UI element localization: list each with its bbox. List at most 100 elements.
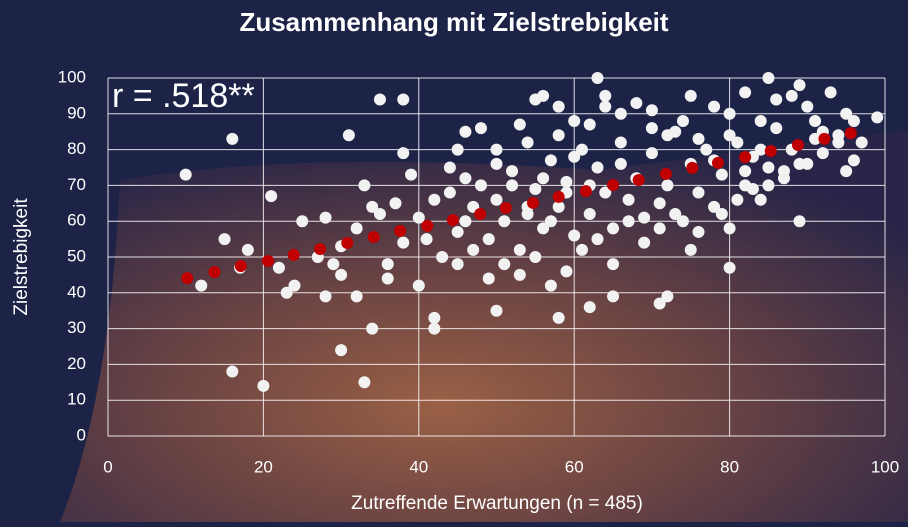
data-point [341, 237, 354, 250]
data-point [723, 261, 736, 274]
data-point [499, 201, 512, 214]
data-point [686, 161, 699, 174]
data-point [544, 279, 557, 292]
data-point [777, 165, 790, 178]
data-point [552, 129, 565, 142]
data-point [607, 179, 620, 192]
y-tick-label: 80 [67, 139, 86, 158]
data-point [367, 230, 380, 243]
data-point [262, 254, 275, 267]
data-point [723, 222, 736, 235]
data-point [847, 154, 860, 167]
data-point [746, 182, 759, 195]
data-point [389, 197, 402, 210]
data-point [405, 168, 418, 181]
x-axis-label: Zutreffende Erwartungen (n = 485) [351, 493, 643, 514]
data-point [280, 286, 293, 299]
data-point [653, 297, 666, 310]
data-point [428, 311, 441, 324]
data-point [397, 147, 410, 160]
data-point [818, 132, 831, 145]
data-point [397, 236, 410, 249]
data-point [793, 157, 806, 170]
data-point [708, 200, 721, 213]
data-point [840, 107, 853, 120]
data-point [832, 129, 845, 142]
data-point [739, 86, 752, 99]
data-point [335, 344, 348, 357]
data-point [451, 258, 464, 271]
data-point [474, 122, 487, 135]
data-point [645, 104, 658, 117]
data-point [579, 185, 592, 198]
data-point [793, 215, 806, 228]
data-point [607, 222, 620, 235]
data-point [632, 174, 645, 187]
data-point [793, 79, 806, 92]
data-point [513, 268, 526, 281]
data-point [622, 215, 635, 228]
data-point [226, 365, 239, 378]
data-point [451, 143, 464, 156]
data-point [234, 259, 247, 272]
y-tick-label: 10 [67, 390, 86, 409]
data-point [568, 114, 581, 127]
data-point [490, 143, 503, 156]
data-point [552, 311, 565, 324]
y-tick-label: 30 [67, 318, 86, 337]
data-point [459, 125, 472, 138]
data-point [474, 179, 487, 192]
data-point [715, 168, 728, 181]
data-point [552, 200, 565, 213]
data-point [529, 182, 542, 195]
data-point [816, 147, 829, 160]
data-point [381, 258, 394, 271]
data-point [684, 89, 697, 102]
data-point [622, 193, 635, 206]
data-point [739, 165, 752, 178]
data-point [446, 214, 459, 227]
y-axis-label: Zielstrebigkeit [11, 198, 32, 316]
data-point [840, 165, 853, 178]
data-point [428, 193, 441, 206]
data-point [428, 322, 441, 335]
data-point [739, 151, 752, 164]
data-point [513, 118, 526, 131]
data-point [676, 215, 689, 228]
y-tick-label: 40 [67, 282, 86, 301]
y-tick-label: 70 [67, 175, 86, 194]
data-point [844, 127, 857, 140]
data-point [599, 89, 612, 102]
data-point [358, 179, 371, 192]
data-point [412, 279, 425, 292]
data-point [195, 279, 208, 292]
y-tick-label: 100 [58, 67, 86, 86]
data-point [847, 114, 860, 127]
data-point [645, 122, 658, 135]
data-point [645, 147, 658, 160]
data-point [335, 268, 348, 281]
data-point [754, 114, 767, 127]
data-point [871, 111, 884, 124]
data-point [451, 225, 464, 238]
x-tick-label: 100 [871, 457, 899, 476]
x-tick-label: 60 [565, 457, 584, 476]
y-tick-label: 90 [67, 103, 86, 122]
data-point [490, 193, 503, 206]
data-point [226, 132, 239, 145]
data-point [676, 114, 689, 127]
data-point [521, 136, 534, 149]
data-point [614, 157, 627, 170]
data-point [711, 156, 724, 169]
data-point [288, 279, 301, 292]
data-point [397, 93, 410, 106]
data-point [552, 190, 565, 203]
data-point [490, 157, 503, 170]
data-point [537, 172, 550, 185]
data-point [762, 179, 775, 192]
data-point [770, 122, 783, 135]
data-point [715, 208, 728, 221]
data-point [272, 261, 285, 274]
data-point [809, 114, 822, 127]
